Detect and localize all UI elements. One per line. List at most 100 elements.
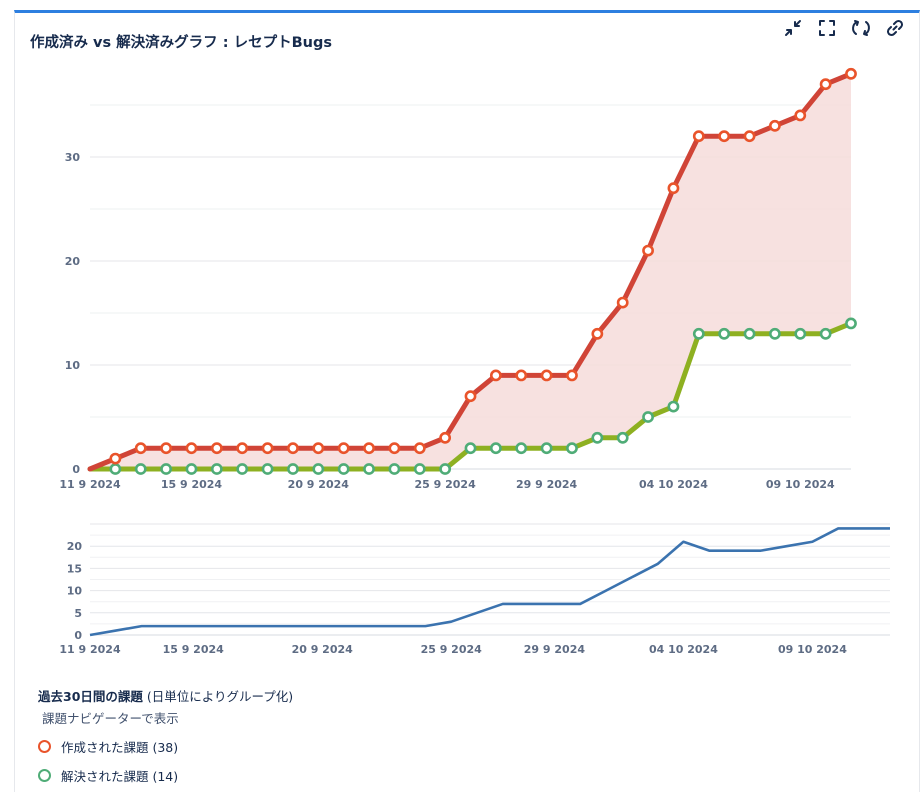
resolved-data-point <box>819 327 832 340</box>
refresh-button[interactable] <box>850 17 872 39</box>
created-data-point <box>819 78 832 91</box>
gadget-toolbar <box>782 17 906 39</box>
refresh-icon <box>852 20 870 36</box>
created-data-point <box>160 442 172 455</box>
main-y-tick-label: 0 <box>72 463 80 476</box>
overview-y-tick-label: 0 <box>74 629 82 642</box>
minimize-button[interactable] <box>782 17 804 39</box>
resolved-data-point <box>667 400 680 413</box>
created-data-point <box>642 244 654 257</box>
resolved-data-point <box>363 463 375 475</box>
resolved-data-point <box>413 463 426 475</box>
created-data-point <box>413 442 426 455</box>
minimize-icon <box>785 20 801 36</box>
overview-y-tick-label: 5 <box>74 607 82 620</box>
issue-navigator-link[interactable]: 課題ナビゲーターで表示 <box>42 711 179 726</box>
resolved-data-point <box>261 463 274 475</box>
resolved-data-point <box>185 463 198 475</box>
resolved-data-point <box>515 442 528 455</box>
resolved-data-point <box>616 431 629 444</box>
overview-series-line <box>89 527 890 637</box>
overview-x-tick-label: 11 9 2024 <box>59 643 121 656</box>
overview-x-tick-label: 29 9 2024 <box>524 643 586 656</box>
resolved-data-point <box>743 327 756 340</box>
main-x-tick-label: 09 10 2024 <box>766 478 835 491</box>
resolved-data-point <box>845 317 857 330</box>
created-data-point <box>540 369 553 382</box>
resolved-data-point <box>388 463 401 475</box>
resolved-data-point <box>566 442 578 455</box>
chart-gadget <box>14 10 920 792</box>
resolved-data-point <box>692 327 705 340</box>
main-x-tick-label: 20 9 2024 <box>288 478 350 491</box>
overview-x-tick-label: 20 9 2024 <box>292 643 354 656</box>
resolved-data-point <box>312 463 325 475</box>
resolved-data-point <box>439 463 452 475</box>
resolved-data-point <box>287 463 299 475</box>
created-data-point <box>845 67 857 80</box>
created-data-point <box>489 369 502 382</box>
fullscreen-button[interactable] <box>816 17 838 39</box>
legend-heading-bold: 過去30日間の課題 <box>38 689 143 704</box>
created-data-point <box>236 442 249 455</box>
resolved-data-point <box>337 463 350 475</box>
main-y-tick-label: 30 <box>65 151 81 164</box>
overview-x-tick-label: 15 9 2024 <box>163 643 225 656</box>
main-x-tick-label: 04 10 2024 <box>639 478 708 491</box>
resolved-data-point <box>464 442 477 455</box>
main-x-tick-label: 25 9 2024 <box>415 478 477 491</box>
created-data-point <box>616 296 629 309</box>
gadget-title: 作成済み vs 解決済みグラフ : レセプトBugs <box>30 35 332 51</box>
overview-y-tick-label: 15 <box>67 562 82 575</box>
legend-label-resolved: 解決された課題 (14) <box>61 769 179 784</box>
legend-item-resolved: 解決された課題 (14) <box>38 766 293 785</box>
overview-x-tick-label: 04 10 2024 <box>649 643 718 656</box>
created-resolved-gap-area <box>90 73 851 470</box>
legend-label-created: 作成された課題 (38) <box>61 740 179 755</box>
resolved-data-point <box>210 463 223 475</box>
created-data-point <box>515 369 528 382</box>
resolved-data-point <box>769 327 781 340</box>
legend: 過去30日間の課題 (日単位によりグループ化) 課題ナビゲーターで表示 作成され… <box>38 686 293 785</box>
difference-chart: 0 5 10 15 20 11 9 2024 15 9 2024 20 9 2024 25 9 … <box>59 523 890 656</box>
created-data-point <box>743 130 756 143</box>
overview-x-tick-label: 09 10 2024 <box>778 643 847 656</box>
resolved-data-point <box>160 463 172 475</box>
resolved-data-point <box>591 431 604 444</box>
created-data-point <box>718 130 731 143</box>
created-data-point <box>337 442 350 455</box>
resolved-data-point <box>489 442 502 455</box>
resolved-data-point <box>794 327 807 340</box>
overview-y-tick-label: 10 <box>67 585 83 598</box>
fullscreen-icon <box>819 20 835 36</box>
main-x-tick-label: 11 9 2024 <box>59 478 121 491</box>
created-marker-icon <box>38 740 51 753</box>
created-data-point <box>312 442 325 455</box>
overview-x-tick-label: 25 9 2024 <box>421 643 483 656</box>
resolved-data-point <box>236 463 249 475</box>
legend-item-created: 作成された課題 (38) <box>38 737 293 756</box>
created-data-point <box>388 442 401 455</box>
main-y-tick-label: 10 <box>65 359 81 372</box>
created-vs-resolved-chart: 0 10 20 30 11 9 2024 15 9 2024 20 9 2024 25 9 2… <box>59 67 857 491</box>
resolved-data-point <box>134 463 147 475</box>
created-data-point <box>794 109 807 122</box>
resolved-marker-icon <box>38 769 51 782</box>
created-data-point <box>439 431 452 444</box>
created-data-point <box>210 442 223 455</box>
created-data-point <box>667 182 680 195</box>
created-data-point <box>566 369 578 382</box>
created-data-point <box>109 452 122 465</box>
created-data-point <box>363 442 375 455</box>
created-data-point <box>692 130 705 143</box>
link-icon <box>886 19 904 37</box>
link-button[interactable] <box>884 17 906 39</box>
created-data-point <box>287 442 299 455</box>
main-x-tick-label: 29 9 2024 <box>516 478 578 491</box>
resolved-data-point <box>642 411 654 423</box>
created-data-point <box>134 442 147 455</box>
main-x-tick-label: 15 9 2024 <box>161 478 223 491</box>
resolved-data-point <box>718 327 731 340</box>
created-data-point <box>591 327 604 340</box>
created-data-point <box>261 442 274 455</box>
